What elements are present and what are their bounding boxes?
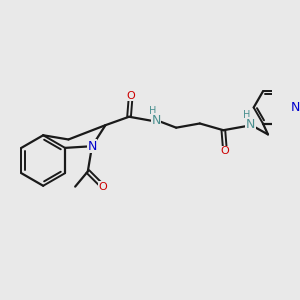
- Text: O: O: [126, 91, 135, 101]
- Text: N: N: [291, 101, 300, 114]
- Text: O: O: [221, 146, 230, 156]
- Text: N: N: [87, 140, 97, 153]
- Text: O: O: [99, 182, 107, 192]
- Text: N: N: [151, 114, 161, 127]
- Text: N: N: [246, 118, 255, 131]
- Text: H: H: [243, 110, 250, 120]
- Text: H: H: [149, 106, 156, 116]
